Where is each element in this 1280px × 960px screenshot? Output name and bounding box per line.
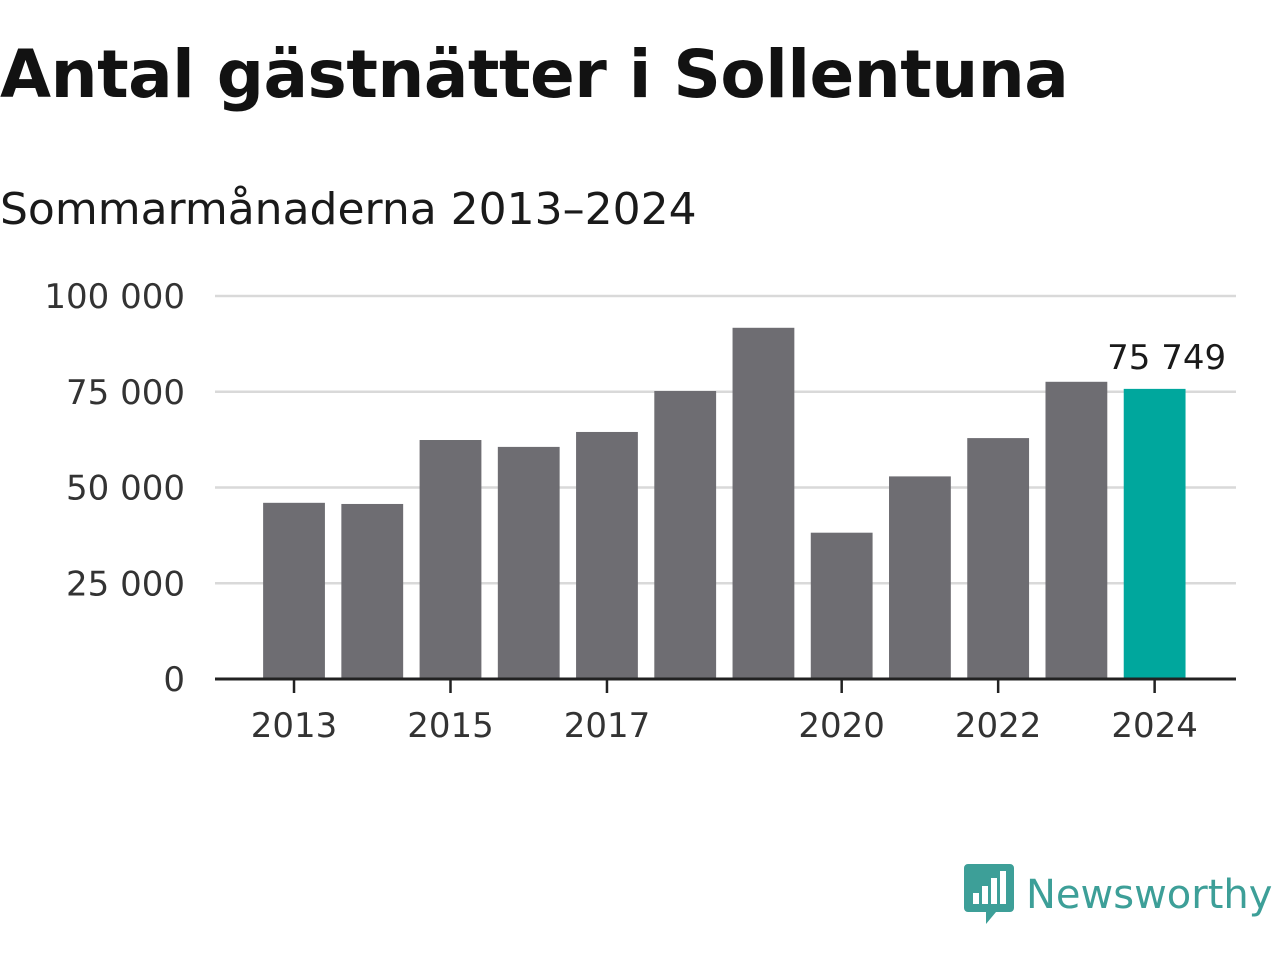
x-tick-label: 2022 (955, 706, 1042, 746)
bar (967, 438, 1030, 679)
y-tick-label: 100 000 (44, 277, 185, 317)
brand-name: Newsworthy (1026, 872, 1273, 918)
x-tick-label: 2020 (798, 706, 885, 746)
x-tick-label: 2024 (1111, 706, 1198, 746)
bar (341, 503, 404, 679)
bar (1123, 388, 1186, 679)
bar (1045, 381, 1108, 679)
chart-title: Antal gästnätter i Sollentuna (0, 36, 1069, 113)
bar-chart: 0 25 000 50 000 75 000 100 000 2013 2015 2017 20… (44, 277, 1236, 746)
y-tick-label: 25 000 (66, 564, 185, 604)
x-tick-label: 2017 (564, 706, 651, 746)
y-tick-label: 75 000 (66, 373, 185, 413)
x-tick-label: 2013 (251, 706, 338, 746)
bar-chart-speech-bubble-icon (964, 864, 1014, 924)
brand-logo: Newsworthy (964, 864, 1272, 926)
bar (576, 431, 638, 679)
data-label: 75 749 (1107, 338, 1226, 378)
bar (889, 476, 951, 679)
x-tick-label: 2015 (407, 706, 494, 746)
y-tick-label: 50 000 (66, 469, 185, 509)
bar (419, 440, 482, 679)
bar (654, 390, 717, 679)
bar (810, 532, 873, 679)
chart-subtitle: Sommarmånaderna 2013–2024 (0, 184, 697, 235)
bar (263, 502, 325, 679)
y-tick-label: 0 (163, 660, 185, 700)
bar (497, 446, 560, 679)
bar (732, 327, 795, 679)
